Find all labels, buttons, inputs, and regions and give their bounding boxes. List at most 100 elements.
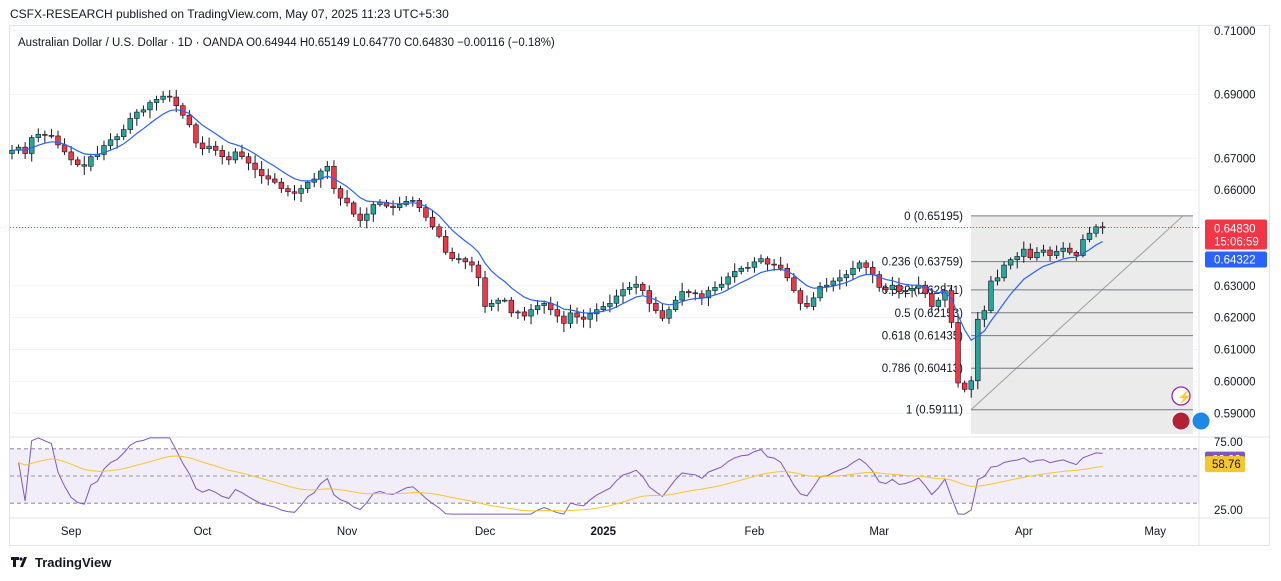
- candle-down: [876, 274, 882, 288]
- candle-down: [1067, 247, 1073, 253]
- price-tick: 0.66000: [1214, 185, 1256, 197]
- publish-header: CSFX-RESEARCH published on TradingView.c…: [10, 7, 449, 21]
- rsi-ma-box: [1205, 456, 1245, 473]
- candle-up: [1040, 249, 1047, 253]
- candle-down: [948, 290, 955, 323]
- candle-up: [410, 200, 416, 202]
- candle-down: [48, 135, 55, 137]
- candle-up: [147, 102, 153, 111]
- last-price-label: 0.64830: [1214, 223, 1256, 235]
- candle-down: [692, 292, 698, 295]
- rsi-tick: 75.00: [1214, 437, 1243, 449]
- candle-up: [745, 266, 751, 269]
- candle-down: [61, 144, 68, 153]
- candle-up: [837, 277, 843, 282]
- fib-level-label: 0.5 (0.62153): [895, 308, 964, 320]
- candle-up: [902, 290, 909, 292]
- price-tick: 0.69000: [1214, 90, 1256, 102]
- candle-down: [173, 96, 179, 106]
- candle-up: [823, 284, 830, 287]
- candle-up: [488, 303, 495, 307]
- candle-up: [495, 299, 501, 304]
- candle-down: [166, 95, 173, 98]
- candle-up: [114, 136, 120, 141]
- candle-up: [994, 277, 1001, 282]
- candle-down: [245, 156, 252, 164]
- candle-down: [955, 322, 961, 384]
- candle-down: [272, 178, 278, 183]
- lightning-icon: [1171, 386, 1191, 406]
- candle-down: [791, 277, 797, 291]
- candle-up: [140, 109, 147, 113]
- candle-up: [758, 258, 764, 263]
- rsi-ma-label: 58.76: [1212, 459, 1241, 471]
- month-label: Dec: [475, 526, 496, 538]
- candle-down: [278, 181, 285, 189]
- candle-up: [909, 288, 915, 291]
- candle-up: [620, 289, 626, 297]
- candle-up: [127, 118, 133, 130]
- candle-down: [423, 207, 429, 218]
- candle-up: [120, 129, 127, 137]
- candle-up: [613, 295, 620, 304]
- candle-up: [29, 137, 35, 154]
- candle-down: [291, 191, 298, 194]
- candle-up: [856, 262, 863, 269]
- candle-up: [567, 312, 574, 324]
- price-tick: 0.62000: [1214, 313, 1256, 325]
- candle-up: [232, 151, 239, 161]
- candle-up: [153, 99, 160, 103]
- month-label: Feb: [744, 526, 764, 538]
- candle-up: [502, 299, 508, 302]
- candle-up: [88, 156, 94, 167]
- candle-up: [810, 297, 817, 307]
- price-tick: 0.60000: [1214, 376, 1256, 388]
- candle-up: [672, 299, 679, 310]
- candle-up: [1007, 259, 1014, 266]
- candle-down: [777, 264, 784, 269]
- candle-up: [843, 274, 850, 279]
- candle-down: [580, 316, 587, 320]
- candle-down: [764, 258, 771, 265]
- candle-down: [212, 145, 219, 151]
- candle-up: [541, 303, 547, 306]
- candle-up: [1086, 232, 1093, 240]
- candle-up: [206, 145, 212, 150]
- tradingview-brand[interactable]: TradingView: [35, 555, 112, 570]
- lightning-glyph: ⚡: [1177, 390, 1192, 404]
- fib-level-label: 0.618 (0.61435): [882, 331, 963, 343]
- time-axis: Sep Oct Nov Dec 2025 Feb Mar Apr May: [61, 526, 1166, 538]
- au-flag-icon: [1191, 411, 1211, 431]
- candle-up: [101, 145, 107, 155]
- candle-up: [705, 290, 712, 299]
- candle-down: [239, 151, 245, 157]
- candle-down: [265, 175, 271, 180]
- candle-down: [929, 293, 935, 307]
- last-price-box: [1205, 219, 1267, 250]
- candle-up: [751, 261, 758, 268]
- candle-up: [396, 204, 403, 208]
- candle-down: [68, 151, 74, 161]
- fib-level-label: 0.236 (0.63759): [882, 257, 963, 269]
- candle-down: [771, 263, 777, 266]
- candle-down: [193, 124, 199, 144]
- candle-up: [298, 188, 304, 194]
- candles: [9, 89, 1106, 398]
- ma-line: [11, 109, 1103, 342]
- candle-up: [935, 299, 942, 307]
- countdown-label: 15:06:59: [1214, 236, 1259, 248]
- candle-up: [850, 267, 856, 275]
- candle-down: [81, 164, 87, 167]
- candle-up: [731, 271, 738, 278]
- price-axis: 0.71000 0.69000 0.67000 0.66000 0.63000 0.620…: [10, 26, 1270, 545]
- candle-up: [134, 111, 140, 119]
- candle-down: [896, 284, 902, 292]
- candle-up: [1053, 251, 1060, 256]
- price-tick: 0.59000: [1214, 408, 1256, 420]
- candle-down: [869, 266, 876, 275]
- candle-up: [889, 284, 896, 290]
- candle-up: [1014, 256, 1020, 260]
- candle-up: [666, 309, 672, 319]
